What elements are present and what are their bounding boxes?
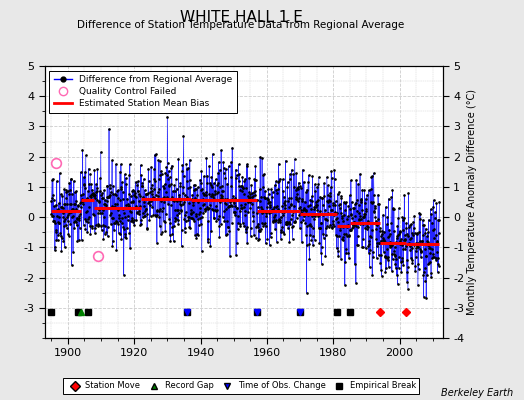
- Legend: Station Move, Record Gap, Time of Obs. Change, Empirical Break: Station Move, Record Gap, Time of Obs. C…: [63, 378, 419, 394]
- Text: WHITE HALL 1 E: WHITE HALL 1 E: [180, 10, 302, 25]
- Legend: Difference from Regional Average, Quality Control Failed, Estimated Station Mean: Difference from Regional Average, Qualit…: [49, 70, 237, 113]
- Text: Berkeley Earth: Berkeley Earth: [441, 388, 514, 398]
- Y-axis label: Monthly Temperature Anomaly Difference (°C): Monthly Temperature Anomaly Difference (…: [467, 89, 477, 315]
- Text: Difference of Station Temperature Data from Regional Average: Difference of Station Temperature Data f…: [78, 20, 405, 30]
